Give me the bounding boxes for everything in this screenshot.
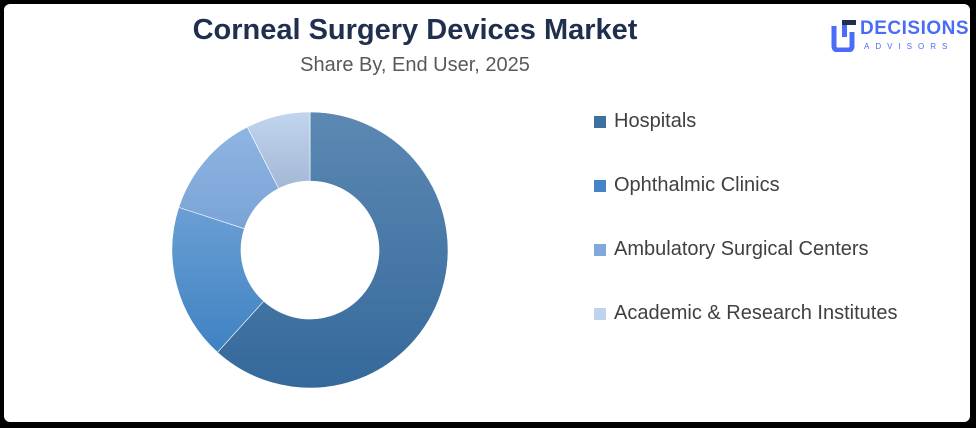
- chart-subtitle: Share By, End User, 2025: [300, 54, 530, 76]
- donut-slice-hospitals: [217, 111, 449, 389]
- donut-slice-academic-research-institutes: [246, 111, 311, 189]
- legend-label: Ambulatory Surgical Centers: [614, 238, 869, 260]
- chart-frame: Corneal Surgery Devices Market Share By,…: [4, 4, 970, 422]
- chart-title: Corneal Surgery Devices Market: [192, 14, 638, 46]
- legend-swatch: [594, 115, 606, 128]
- legend-item: Hospitals: [594, 110, 696, 133]
- legend-label: Ophthalmic Clinics: [614, 174, 780, 196]
- legend-item: Ophthalmic Clinics: [594, 174, 780, 197]
- logo-mark-icon: [831, 20, 856, 52]
- legend-label: Academic & Research Institutes: [614, 302, 898, 324]
- logo-text: DECISIONS: [860, 18, 970, 39]
- donut-slice-ophthalmic-clinics: [171, 206, 265, 353]
- legend-item: Academic & Research Institutes: [594, 302, 897, 325]
- logo-subtext: ADVISORS: [864, 42, 954, 51]
- legend-swatch: [594, 307, 606, 320]
- decisions-advisors-logo: DECISIONS ADVISORS: [830, 16, 970, 56]
- donut-chart: [171, 111, 449, 389]
- legend-swatch: [594, 179, 606, 192]
- legend-swatch: [594, 243, 606, 256]
- legend-item: Ambulatory Surgical Centers: [594, 238, 869, 261]
- legend-label: Hospitals: [614, 110, 697, 132]
